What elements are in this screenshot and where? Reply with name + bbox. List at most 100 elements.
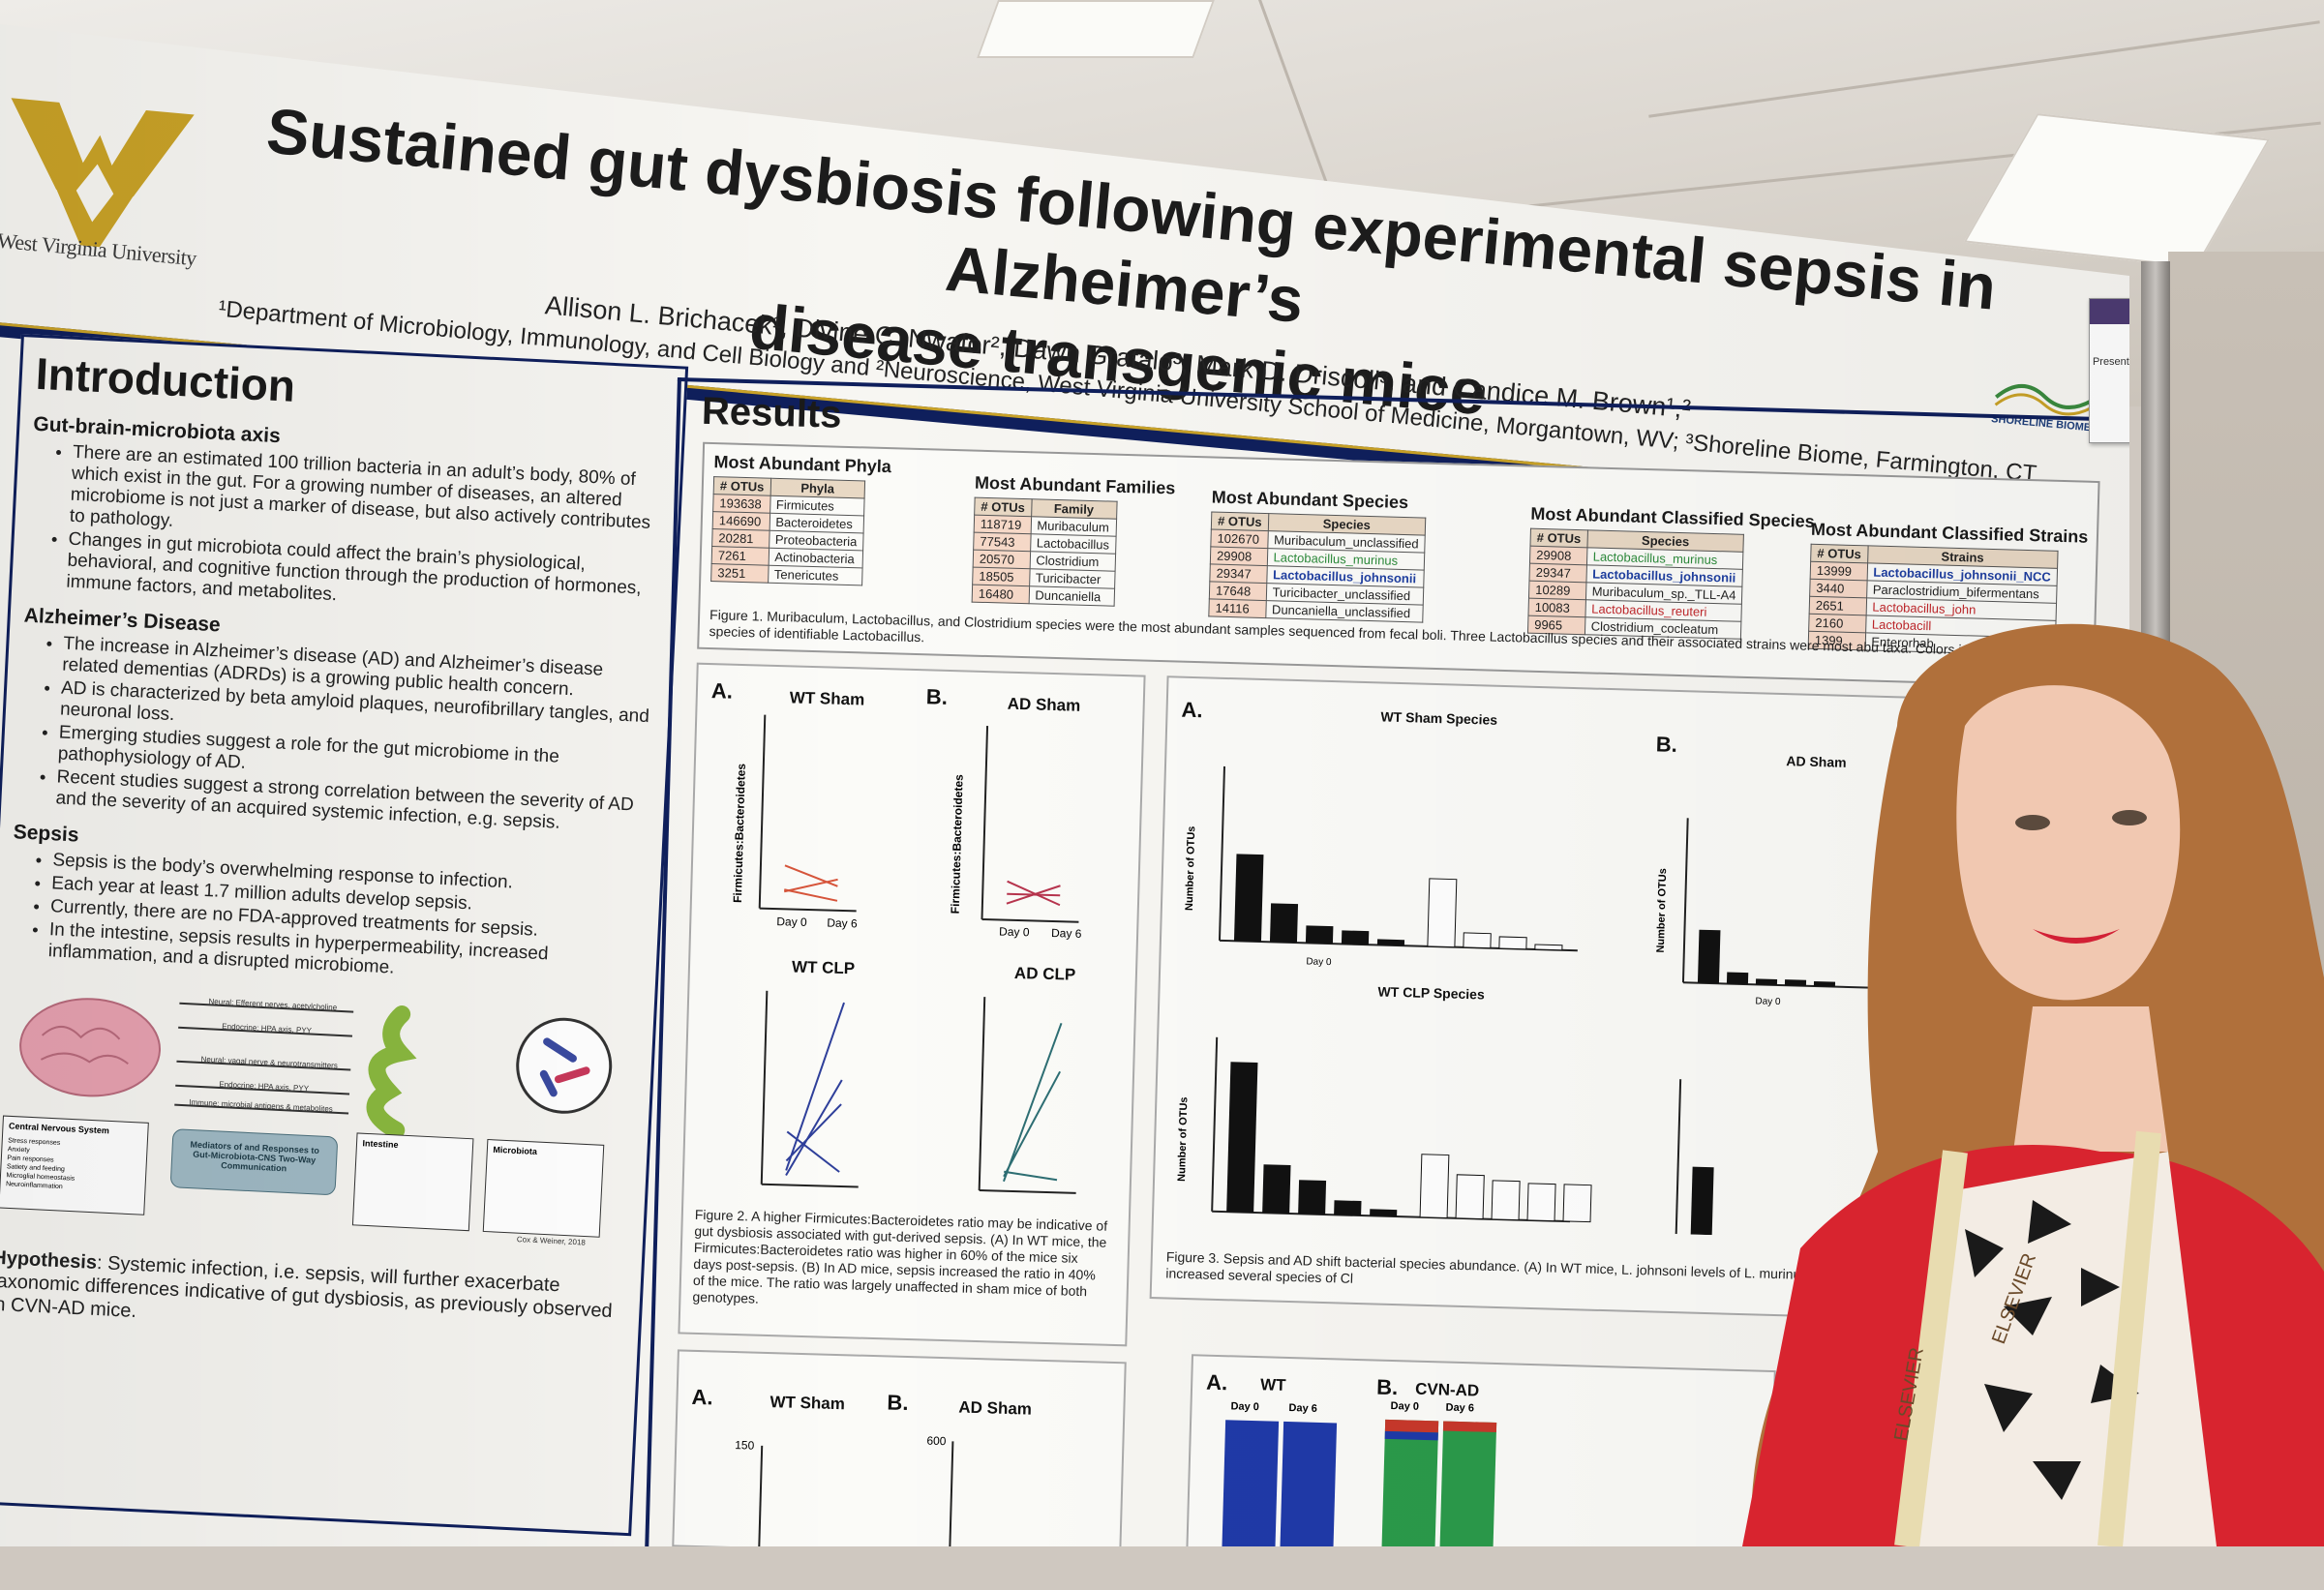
introduction-panel: Introduction Gut-brain-microbiota axis T… <box>0 334 689 1537</box>
plot-wt-sham <box>758 714 857 913</box>
column-header: # OTUs <box>1810 544 1868 563</box>
mediators-box <box>170 1128 338 1195</box>
table-cell: 3440 <box>1809 579 1867 598</box>
results-panel: Results Most Abundant Phyla # OTUs Phyla 1… <box>645 377 2114 1546</box>
table-cell: 7261 <box>711 546 770 566</box>
figure-4-axes <box>758 1441 954 1546</box>
bullet-list: The increase in Alzheimer’s disease (AD)… <box>15 631 657 838</box>
y-axis-label: Number of OTUs <box>1183 825 1198 912</box>
intestine-icon <box>366 1005 417 1139</box>
microbe-icon <box>516 1017 613 1114</box>
left-column: Introduction Gut-brain-microbiota axis T… <box>0 24 697 1546</box>
table-cell: 118719 <box>974 515 1032 534</box>
poster-header: West Virginia University Sustained gut d… <box>0 39 2101 538</box>
table-cell: 29908 <box>1529 546 1587 565</box>
ceiling-light <box>977 0 1215 58</box>
brain-icon <box>19 998 162 1097</box>
data-table: # OTUs Phyla 193638 Firmicutes 146690 Bactero… <box>710 476 865 585</box>
bars-ad-sham <box>1681 818 1906 990</box>
table-cell: Duncaniella <box>1028 585 1115 607</box>
table-cell: 17648 <box>1209 581 1267 601</box>
bars-ad-clp <box>1675 1079 1714 1236</box>
lanyard <box>1894 1150 1968 1546</box>
results-heading: Results <box>701 389 843 436</box>
table-title: Most Abundant Phyla <box>713 452 892 477</box>
box-title: Microbiota <box>493 1144 538 1157</box>
presenter-badge: P1.40 Presenter: A.L. Brichacek <box>2089 298 2142 443</box>
table-cell: Duncaniella_unclassified <box>1265 600 1424 623</box>
plot-ad-clp <box>978 997 1076 1194</box>
table-cell: Tenericutes <box>768 565 863 585</box>
neck <box>2013 1006 2168 1152</box>
table-cell: 29347 <box>1209 563 1267 584</box>
plot-ad-sham <box>981 726 1079 923</box>
table-title: Most Abundant Classified Species <box>1530 503 1815 531</box>
lanyard <box>2098 1130 2161 1546</box>
data-table: # OTUs Species 29908 Lactobacillus_murinus 2… <box>1527 528 1744 640</box>
diagram-illustration <box>0 998 613 1238</box>
table-row: 16480 Duncaniella <box>972 585 1115 607</box>
gut-brain-diagram: Neural: Efferent nerves, acetylcholine E… <box>0 975 625 1247</box>
hypothesis: Hypothesis: Systemic infection, i.e. sep… <box>0 1246 627 1347</box>
figure-2: A. B. WT Sham AD Sham WT CLP AD CLP <box>678 662 1146 1347</box>
column-header: # OTUs <box>1529 528 1587 548</box>
figure-2-caption: Figure 2. A higher Firmicutes:Bacteroide… <box>692 1206 1108 1306</box>
table-cell: 29908 <box>1210 546 1268 566</box>
y-axis-label: Number of OTUs <box>1654 868 1670 953</box>
table-cell: 13999 <box>1810 561 1868 581</box>
ratio-plots <box>758 714 1079 1194</box>
table-cell: 29347 <box>1528 563 1586 583</box>
hypothesis-label: Hypothesis <box>0 1246 98 1274</box>
table-cell: 20570 <box>973 550 1031 569</box>
table-cell: 10083 <box>1527 598 1585 617</box>
plot-wt-clp <box>760 990 859 1188</box>
bullet-list: There are an estimated 100 trillion bact… <box>25 440 667 622</box>
microbiota-box <box>482 1139 605 1238</box>
table-cell: 10289 <box>1528 581 1586 600</box>
box-title: Intestine <box>362 1138 399 1151</box>
x-tick: Day 0 <box>776 915 807 929</box>
table-title: Most Abundant Classified Strains <box>1810 519 2089 547</box>
figure-5: A. B. WT CVN-AD Day 0 Day 6 Day 0 Day 6 <box>1186 1354 1776 1546</box>
bars-wt-clp <box>1211 1036 1592 1223</box>
top-pattern <box>1965 1200 2139 1500</box>
table-cell: 102670 <box>1210 528 1268 549</box>
data-table: # OTUs Family 118719 Muribaculum 77543 Lactob… <box>972 497 1118 607</box>
table-cell: 16480 <box>972 585 1030 604</box>
table-cell: 3251 <box>710 563 769 584</box>
y-axis-label: Number of OTUs <box>1176 1096 1191 1183</box>
right-eye <box>2112 810 2147 825</box>
badge-presenter: Presenter: A.L. Brichacek <box>2092 356 2142 368</box>
presenter-person: ELSEVIER ELSEVIER <box>1742 623 2324 1546</box>
stacked-bars <box>1222 1419 1497 1546</box>
figure-4: A. B. WT Sham AD Sham 150 600 <box>672 1349 1127 1546</box>
badge-header <box>2090 299 2129 324</box>
table-species: Most Abundant Species # OTUs Species 10267… <box>1208 487 1427 623</box>
column-header: # OTUs <box>1211 511 1269 531</box>
table-cell: 14116 <box>1208 598 1266 618</box>
data-table: # OTUs Species 102670 Muribaculum_unclassif… <box>1208 511 1426 623</box>
figure-3: A. B. WT Sham Species AD Sham WT CLP Spe… <box>1149 675 2100 1325</box>
column-header: # OTUs <box>713 476 771 496</box>
table-cell: 146690 <box>712 511 770 531</box>
column-header: # OTUs <box>974 497 1032 517</box>
table-cell: 77543 <box>973 532 1031 552</box>
table-cell: 18505 <box>972 567 1030 586</box>
table-families: Most Abundant Families # OTUs Family 11871… <box>972 473 1176 609</box>
left-eye <box>2015 815 2050 830</box>
lips <box>2033 929 2120 944</box>
species-bar-charts <box>1211 765 1906 1236</box>
x-axis-label: Day 0 <box>1306 956 1332 969</box>
face <box>1956 685 2181 1001</box>
bars-wt-sham <box>1218 765 1578 952</box>
cns-box <box>0 1115 149 1215</box>
wvu-logo <box>11 98 195 248</box>
table-cell: 193638 <box>712 494 770 514</box>
table-title: Most Abundant Species <box>1211 487 1409 513</box>
box-items: Stress responses Anxiety Pain responses … <box>6 1136 76 1191</box>
table-title: Most Abundant Families <box>974 472 1176 498</box>
table-phyla: Most Abundant Phyla # OTUs Phyla 193638 Fir… <box>710 452 891 586</box>
x-tick: Day 6 <box>827 915 858 931</box>
table-row: 3251 Tenericutes <box>710 563 863 585</box>
x-tick: Day 6 <box>1050 926 1082 941</box>
